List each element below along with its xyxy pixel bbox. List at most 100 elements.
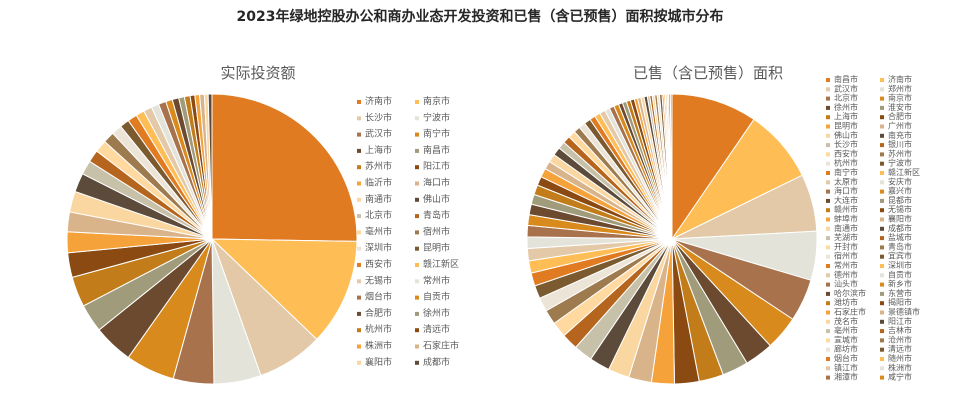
right-legend-label-46: 新乡市 [888,279,912,289]
right-legend-marker-42 [880,264,884,268]
right-legend-marker-40 [880,254,884,259]
right-legend-label-66: 咸宁市 [888,372,912,382]
right-legend-marker-35 [826,236,830,241]
right-legend-label-40: 宜宾市 [888,251,912,261]
left-legend-label-20: 昆明市 [423,242,450,254]
right-legend-marker-24 [880,180,884,185]
left-legend-label-23: 无锡市 [365,274,392,286]
right-legend-label-29: 赣州市 [834,204,858,214]
right-legend-marker-47 [826,291,830,296]
left-legend-marker-14 [415,197,419,202]
right-legend-marker-6 [880,96,884,101]
right-legend-marker-29 [826,208,830,213]
right-legend-label-56: 吉林市 [888,325,912,335]
left-legend-marker-2 [415,100,419,104]
right-pie-slice-66 [669,93,673,240]
right-legend-marker-44 [880,273,884,278]
right-legend-marker-28 [880,198,884,203]
right-legend-label-3: 武汉市 [834,83,858,93]
left-legend-marker-24 [415,279,419,284]
left-pie-slice-2 [210,238,358,341]
left-legend-marker-19 [357,246,361,251]
left-legend-label-34: 成都市 [423,356,450,368]
right-legend-marker-7 [826,105,830,110]
left-legend-label-33: 襄阳市 [365,356,392,368]
right-legend-marker-52 [880,310,884,315]
right-legend-label-57: 宣城市 [834,334,858,344]
right-legend-label-64: 株洲市 [888,362,912,372]
pie-right [526,93,818,385]
left-legend-label-17: 亳州市 [365,225,392,237]
left-legend-label-27: 合肥市 [365,307,392,319]
right-legend-label-26: 嘉兴市 [888,186,912,196]
right-legend-label-7: 徐州市 [834,102,858,112]
right-legend-marker-60 [880,347,884,352]
right-legend-label-54: 阳江市 [888,316,912,326]
left-legend-label-12: 海口市 [423,177,450,189]
right-legend-label-58: 沧州市 [888,334,912,344]
right-legend-label-6: 南京市 [888,93,912,103]
right-legend-label-55: 亳州市 [834,325,858,335]
right-legend-marker-12 [880,124,884,129]
right-legend-marker-21 [826,171,830,175]
right-legend-label-62: 随州市 [888,353,912,363]
right-legend-label-14: 南充市 [888,130,912,140]
right-legend-label-21: 南宁市 [834,167,858,177]
right-legend-label-43: 德州市 [834,269,858,279]
right-legend-label-42: 深圳市 [888,260,912,270]
left-legend-marker-27 [357,311,361,316]
chart-main-title: 2023年绿地控股办公和商办业态开发投资和已售（含已预售）面积按城市分布 [236,9,724,25]
left-legend-marker-7 [357,148,361,153]
right-legend-marker-20 [880,161,884,166]
right-legend-marker-19 [826,161,830,166]
right-legend-label-37: 开封市 [834,241,858,251]
right-legend-marker-23 [826,180,830,185]
right-legend-marker-1 [826,78,830,82]
right-legend-marker-59 [826,347,830,352]
left-legend-marker-29 [357,328,361,333]
left-legend-marker-9 [357,165,361,170]
right-legend-label-30: 无锡市 [888,204,912,214]
right-legend-marker-4 [880,87,884,92]
left-legend-label-25: 烟台市 [365,291,392,303]
left-legend-label-18: 宿州市 [423,225,450,237]
left-legend-label-30: 清远市 [423,323,450,335]
right-legend-marker-39 [826,254,830,259]
left-legend-label-13: 南通市 [365,193,392,205]
right-legend-marker-17 [826,152,830,157]
right-legend-marker-10 [880,115,884,120]
right-legend-label-31: 蚌埠市 [834,214,858,224]
pie-left [66,93,358,385]
right-legend-marker-36 [880,236,884,241]
right-legend-label-35: 芜湖市 [834,232,858,242]
right-legend-label-23: 太原市 [834,176,858,186]
right-legend-marker-56 [880,329,884,334]
right-legend-label-22: 赣江新区 [888,167,920,177]
left-legend-marker-21 [357,263,361,267]
right-legend-marker-18 [880,152,884,157]
right-legend-label-17: 西安市 [834,148,858,158]
right-legend-label-32: 襄阳市 [888,214,912,224]
right-legend-label-11: 昆明市 [834,121,858,131]
right-legend-label-24: 安庆市 [888,176,912,186]
right-legend-marker-55 [826,329,830,334]
right-legend-marker-62 [880,357,884,361]
right-legend-label-39: 宿州市 [834,251,858,261]
right-legend-label-1: 南昌市 [834,74,858,84]
right-legend-label-15: 长沙市 [834,139,858,149]
right-legend-marker-53 [826,319,830,324]
right-legend-marker-13 [826,133,830,138]
left-legend-label-3: 长沙市 [365,111,392,123]
right-legend-marker-27 [826,198,830,203]
left-legend-label-5: 武汉市 [365,128,392,140]
left-legend-label-9: 苏州市 [365,160,392,172]
right-legend-marker-57 [826,338,830,343]
left-legend-label-28: 徐州市 [423,307,450,319]
right-legend-label-9: 上海市 [834,111,858,121]
left-legend-marker-31 [357,344,361,349]
right-legend-marker-65 [826,375,830,380]
left-legend-label-14: 佛山市 [423,193,450,205]
right-legend-label-59: 廊坊市 [834,344,858,354]
right-legend-marker-63 [826,366,830,371]
